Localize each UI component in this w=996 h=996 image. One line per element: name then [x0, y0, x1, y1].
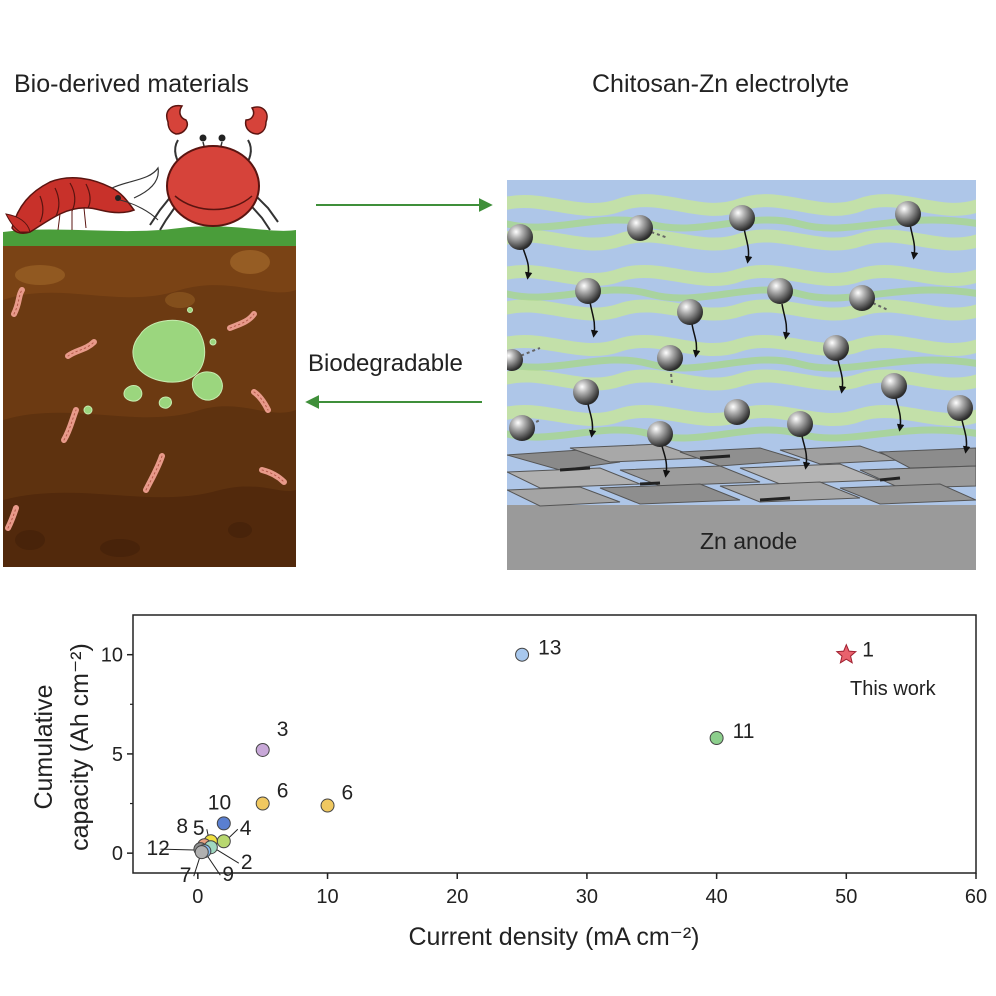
x-tick-label: 10	[316, 886, 338, 908]
degradation-fragments	[83, 307, 223, 415]
point-label: 1	[862, 639, 874, 662]
worm-icons	[5, 287, 287, 531]
x-tick-label: 0	[192, 886, 203, 908]
x-tick-label: 30	[576, 886, 598, 908]
biodegradable-label: Biodegradable	[308, 350, 463, 377]
zn-anode-label: Zn anode	[700, 528, 798, 554]
y-tick-label: 10	[101, 645, 123, 667]
point-marker	[255, 796, 270, 811]
y-axis-ticks: 0 5 10	[101, 645, 133, 865]
leader-line	[205, 854, 221, 876]
leader-line	[160, 848, 195, 851]
point-label: 7	[180, 864, 192, 887]
point-marker	[203, 840, 218, 855]
point-marker	[197, 838, 212, 853]
zn-deposit-plates	[507, 443, 976, 507]
x-tick-label: 50	[835, 886, 857, 908]
x-axis-title: Current density (mA cm⁻²)	[408, 923, 699, 951]
x-tick-label: 40	[705, 886, 727, 908]
point-label: 9	[222, 863, 234, 886]
point-label: 5	[193, 817, 205, 840]
y-axis-title-line2: capacity (Ah cm⁻²)	[66, 643, 94, 851]
point-label: 10	[208, 791, 231, 814]
electrolyte-panel	[507, 180, 976, 570]
point-marker	[216, 834, 231, 849]
point-label: 11	[733, 720, 755, 743]
point-label: 13	[538, 637, 561, 660]
plot-frame	[132, 614, 977, 874]
x-tick-label: 60	[965, 886, 987, 908]
leader-line	[209, 845, 240, 864]
zn-ion-markers	[507, 201, 973, 478]
shrimp-icon	[5, 166, 159, 234]
point-marker	[203, 834, 218, 849]
x-tick-label: 20	[446, 886, 468, 908]
point-label: 3	[277, 718, 289, 741]
this-work-annotation: This work	[850, 678, 937, 700]
y-axis-title-line1: Cumulative	[30, 684, 58, 809]
point-label: 6	[277, 780, 289, 803]
point-marker	[320, 798, 335, 813]
data-points	[193, 643, 858, 860]
x-axis-ticks: 0 10 20 30 40 50 60	[192, 873, 987, 908]
label-leader-lines	[160, 828, 240, 877]
point-marker	[216, 816, 231, 831]
star-marker	[835, 643, 858, 664]
crab-icon	[149, 104, 279, 231]
y-tick-label: 0	[112, 843, 123, 865]
diagram-illustration	[3, 104, 976, 570]
grass-strip	[3, 226, 296, 246]
chitosan-zn-electrolyte-title: Chitosan-Zn electrolyte	[592, 70, 850, 98]
point-marker	[255, 742, 270, 757]
leader-line	[193, 854, 202, 877]
point-marker	[515, 647, 530, 662]
point-label: 4	[240, 817, 252, 840]
y-tick-label: 5	[112, 744, 123, 766]
point-label: 12	[146, 837, 169, 860]
point-marker	[709, 731, 724, 746]
bio-derived-materials-title: Bio-derived materials	[14, 70, 249, 98]
soil-panel	[3, 242, 296, 567]
leader-line	[226, 828, 239, 841]
point-marker	[193, 842, 208, 857]
leader-line	[206, 829, 210, 841]
point-label: 2	[241, 851, 253, 874]
point-marker	[194, 845, 209, 860]
point-marker	[197, 844, 212, 859]
point-label: 6	[342, 782, 354, 805]
point-label: 8	[176, 815, 188, 838]
